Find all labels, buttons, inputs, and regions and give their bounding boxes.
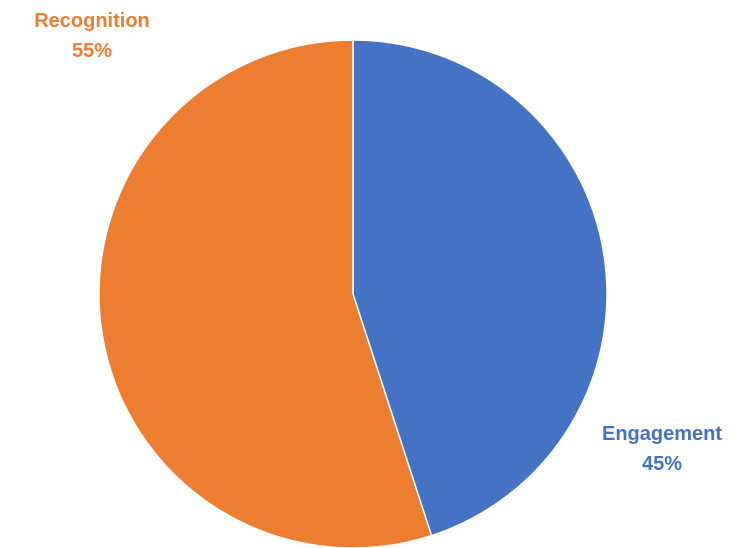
label-engagement-name: Engagement <box>601 423 723 445</box>
label-recognition: Recognition 55% <box>4 6 180 66</box>
label-recognition-name: Recognition <box>34 10 150 32</box>
label-engagement: Engagement 45% <box>574 419 749 479</box>
pie-slice-recognition <box>98 39 433 548</box>
pie-slice-engagement <box>352 39 608 537</box>
label-engagement-value: 45% <box>641 453 683 475</box>
label-recognition-value: 55% <box>71 40 113 62</box>
